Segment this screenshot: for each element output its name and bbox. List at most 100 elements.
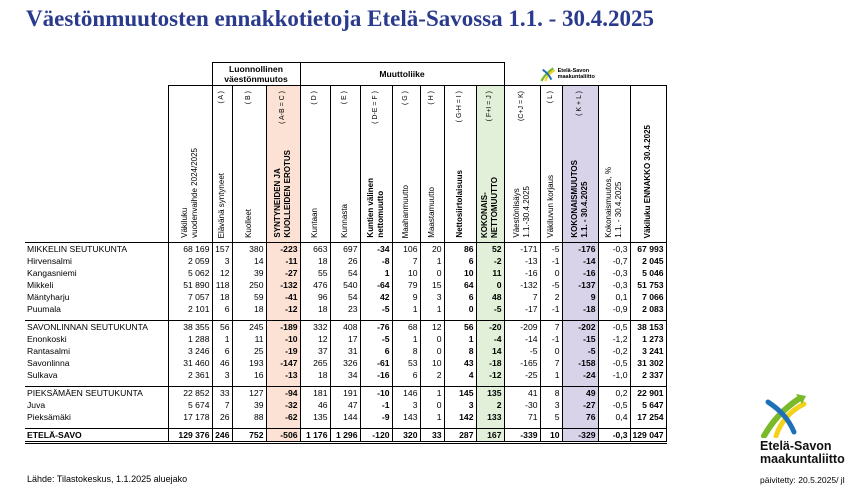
cell: -62	[265, 411, 301, 423]
cell: 6	[443, 291, 477, 303]
cell: 0	[443, 303, 477, 315]
cell: 167	[475, 428, 505, 444]
spacer-cell	[629, 315, 667, 321]
cell: 3	[211, 255, 233, 267]
cell: 3	[419, 291, 445, 303]
column-label: KOKONAISMUUTOS 1.1. - 30.4.2025	[570, 160, 589, 238]
row-name: Pieksämäki	[25, 411, 169, 423]
table-row: Rantasalmi 3 246 6 25 -19 37 31 6 8 0 8 14 -5 0 -5 -0,2…	[25, 345, 667, 357]
small-logo: Etelä-Savon maakuntaliitto	[507, 66, 629, 82]
cell: 76	[561, 411, 599, 423]
cell: 3	[539, 399, 563, 411]
cell: 54	[329, 267, 361, 279]
cell: 265	[299, 357, 331, 369]
cell: 135	[475, 386, 505, 399]
cell: 12	[299, 333, 331, 345]
cell: 31 460	[167, 357, 213, 369]
cell: 10	[539, 428, 563, 444]
cell: 7	[211, 399, 233, 411]
cell: -18	[561, 303, 599, 315]
cell: -0,3	[597, 428, 631, 444]
cell: 250	[231, 279, 267, 291]
cell: 22 852	[167, 386, 213, 399]
cell: 14	[231, 255, 267, 267]
small-logo-mark	[539, 67, 555, 82]
cell: -10	[359, 386, 393, 399]
cell: 1	[359, 267, 393, 279]
column-header: Kokonaismuutos, % 1.1. - 30.4.2025	[597, 85, 631, 243]
column-label: Maahanmuutto	[401, 184, 410, 238]
cell: 5 647	[629, 399, 667, 411]
column-code: ( F+I = J )	[486, 91, 493, 122]
cell: 41	[503, 386, 541, 399]
row-name: Kangasniemi	[25, 267, 169, 279]
cell: 3	[443, 399, 477, 411]
table-body: MIKKELIN SEUTUKUNTA 68 169 157 380 -223 663 69…	[25, 242, 667, 444]
column-label: Kuolleet	[244, 209, 253, 238]
cell: -12	[475, 369, 505, 381]
column-label: Maastamuutto	[427, 187, 436, 238]
cell: 3	[391, 399, 421, 411]
column-header: ( G ) Maahanmuutto	[391, 85, 421, 243]
cell: -8	[359, 255, 393, 267]
cell: 68 169	[167, 242, 213, 255]
column-header: ( D-E = F ) Kuntien välinen nettomuutto	[359, 85, 393, 243]
cell: 12	[419, 320, 445, 333]
cell: 2 101	[167, 303, 213, 315]
cell: 5	[539, 411, 563, 423]
cell: 31 302	[629, 357, 667, 369]
cell: 1 296	[329, 428, 361, 444]
cell: 5 046	[629, 267, 667, 279]
row-name: MIKKELIN SEUTUKUNTA	[25, 242, 169, 255]
cell: -17	[503, 303, 541, 315]
cell: 0,1	[597, 291, 631, 303]
cell: -20	[475, 320, 505, 333]
row-name: Mäntyharju	[25, 291, 169, 303]
cell: 133	[475, 411, 505, 423]
group-header: Muuttoliike	[299, 62, 505, 86]
cell: 145	[443, 386, 477, 399]
logo-mark	[761, 394, 807, 438]
cell: 146	[391, 386, 421, 399]
cell: -11	[265, 255, 301, 267]
column-label: KOKONAIS- NETTOMUUTTO	[480, 176, 499, 238]
table-row: PIEKSÄMÄEN SEUTUKUNTA 22 852 33 127 -94 181 19…	[25, 386, 667, 399]
cell: 37	[299, 345, 331, 357]
cell: 79	[391, 279, 421, 291]
cell: 46	[299, 399, 331, 411]
column-label: Väkiluku vuodenvaihde 2024/2025	[180, 148, 199, 238]
cell: 25	[231, 345, 267, 357]
cell: 15	[419, 279, 445, 291]
cell: -1	[539, 333, 563, 345]
row-name: ETELÄ-SAVO	[25, 428, 169, 444]
table-row: MIKKELIN SEUTUKUNTA 68 169 157 380 -223 663 69…	[25, 242, 667, 255]
cell: -41	[265, 291, 301, 303]
cell: 181	[299, 386, 331, 399]
cell: 52	[475, 242, 505, 255]
cell: 33	[211, 386, 233, 399]
column-header: ( A ) Elävänä syntyneet	[211, 85, 233, 243]
cell: -506	[265, 428, 301, 444]
cell: 144	[329, 411, 361, 423]
cell: 1 176	[299, 428, 331, 444]
small-logo-text: Etelä-Savon maakuntaliitto	[557, 67, 595, 80]
cell: 18	[299, 303, 331, 315]
column-header: ( K + L ) KOKONAISMUUTOS 1.1. - 30.4.2025	[561, 85, 599, 243]
cell: -61	[359, 357, 393, 369]
column-header: ( A-B = C ) SYNTYNEIDEN JA KUOLLEIDEN ERO…	[265, 85, 301, 243]
cell: 53	[391, 357, 421, 369]
cell: 142	[443, 411, 477, 423]
cell: 16	[231, 369, 267, 381]
cell: -19	[265, 345, 301, 357]
cell: 1	[539, 369, 563, 381]
cell: -16	[359, 369, 393, 381]
cell: -0,5	[597, 399, 631, 411]
cell: 3	[211, 369, 233, 381]
cell: 48	[475, 291, 505, 303]
cell: 22 901	[629, 386, 667, 399]
cell: 3 241	[629, 345, 667, 357]
column-header: ( B ) Kuolleet	[231, 85, 267, 243]
cell: -0,5	[597, 320, 631, 333]
cell: 408	[329, 320, 361, 333]
cell: 1	[391, 303, 421, 315]
